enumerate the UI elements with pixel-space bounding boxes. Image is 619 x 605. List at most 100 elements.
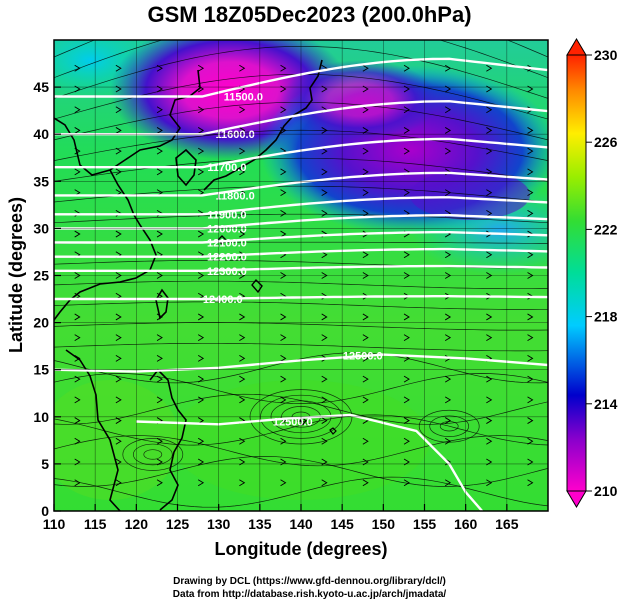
stream-arrow <box>527 251 534 259</box>
x-axis-title: Longitude (degrees) <box>214 539 387 559</box>
coast-taiwan <box>155 288 169 320</box>
stream-arrow <box>444 127 452 134</box>
x-axis-ticks: 110 115 120 125 130 135 140 145 150 155 160 165 <box>43 504 519 532</box>
stream-arrow <box>197 230 205 238</box>
stream-arrow <box>486 106 493 114</box>
stream-arrow <box>156 375 163 383</box>
coast-indochina <box>65 349 121 511</box>
stream-arrow <box>403 479 410 487</box>
stream-arrow <box>486 147 493 155</box>
stream-arrow <box>527 127 534 134</box>
field-cold-core-center <box>280 60 440 140</box>
colorbar-gradient <box>566 54 587 492</box>
y-tick-label: 35 <box>33 173 49 189</box>
x-tick-label: 160 <box>454 516 478 532</box>
stream-arrow <box>197 313 205 321</box>
colorbar-tick-label: 214 <box>594 396 618 412</box>
stream-eddy <box>122 438 184 471</box>
credit-line-data: Data from http://database.rish.kyoto-u.a… <box>172 589 447 600</box>
stream-arrow <box>197 147 205 155</box>
stream-arrow <box>486 417 493 424</box>
x-tick-label: 130 <box>207 516 231 532</box>
stream-arrow <box>403 106 410 114</box>
stream-eddy <box>439 421 459 432</box>
stream-arrow <box>486 437 493 445</box>
stream-arrow <box>239 437 246 445</box>
stream-arrow <box>362 209 369 217</box>
stream-arrow <box>527 147 534 155</box>
stream-arrow <box>444 417 452 424</box>
y-tick-label: 45 <box>33 79 49 95</box>
stream-arrow <box>403 334 410 342</box>
colorbar-top-arrow <box>566 38 587 56</box>
contour-label: 11900.0 <box>207 209 246 221</box>
stream-arrow <box>280 355 287 362</box>
stream-arrow <box>239 396 246 404</box>
stream-arrow <box>74 417 81 424</box>
stream-arrow <box>444 251 452 259</box>
stream-arrow <box>239 168 246 176</box>
contour-label: 12100.0 <box>207 238 247 250</box>
credit-line-drawing: Drawing by DCL (https://www.gfd-dennou.o… <box>173 576 446 587</box>
stream-arrow <box>362 334 369 342</box>
stream-arrow <box>280 209 287 217</box>
stream-arrow <box>115 230 122 238</box>
contour-label: 11600.0 <box>216 129 255 141</box>
stream-arrow <box>362 64 369 72</box>
stream-arrow <box>74 437 81 445</box>
field-cold-tongue <box>410 170 530 220</box>
stream-arrow <box>321 375 328 383</box>
stream-arrow <box>280 64 287 72</box>
stream-arrow <box>74 334 81 342</box>
stream-arrow <box>403 64 410 72</box>
stream-arrow <box>444 106 452 114</box>
stream-eddy <box>418 409 480 443</box>
stream-arrow <box>403 313 410 321</box>
stream-arrow <box>486 189 493 196</box>
colorbar-ticks: 230 226 222 218 214 210 <box>586 47 618 499</box>
stream-arrow <box>321 334 328 342</box>
stream-arrow <box>527 479 534 487</box>
stream-arrow <box>239 106 246 114</box>
stream-arrow <box>280 334 287 342</box>
stream-arrow <box>486 479 493 487</box>
field-warm-south <box>170 380 430 500</box>
contour-label: 11700.0 <box>207 162 246 174</box>
stream-arrow <box>486 313 493 321</box>
stream-arrow <box>115 168 122 176</box>
stream-arrow <box>239 375 246 383</box>
stream-arrow <box>74 64 81 72</box>
stream-arrow <box>74 375 81 383</box>
contour-labels: 11500.0 11600.0 11700.0 11800.0 11900.0 12000… <box>203 92 383 429</box>
stream-arrow <box>403 375 410 383</box>
stream-arrow <box>197 64 205 72</box>
map-grid <box>53 40 548 512</box>
y-axis-title: Latitude (degrees) <box>6 197 26 353</box>
contour-label: 12500.0 <box>273 417 313 429</box>
stream-arrow <box>527 375 534 383</box>
contour-label: 12200.0 <box>207 252 247 264</box>
coast-philippines <box>149 368 187 511</box>
stream-arrow <box>156 127 163 134</box>
stream-arrow <box>527 209 534 217</box>
stream-arrow <box>321 147 328 155</box>
stream-arrow <box>197 355 205 362</box>
y-tick-label: 0 <box>41 503 49 519</box>
stream-arrow <box>527 334 534 342</box>
stream-arrow <box>486 209 493 217</box>
stream-arrow <box>362 437 369 445</box>
contour-label: 12500.0 <box>343 351 383 363</box>
stream-arrow <box>362 375 369 383</box>
stream-arrow <box>486 127 493 134</box>
stream-arrow <box>362 147 369 155</box>
contour-label: 12400.0 <box>203 294 243 306</box>
stream-arrow <box>321 479 328 487</box>
stream-arrow <box>403 251 410 259</box>
credits: Drawing by DCL (https://www.gfd-dennou.o… <box>0 575 619 601</box>
stream-arrow <box>197 479 205 487</box>
stream-arrow <box>156 355 163 362</box>
stream-arrow <box>74 127 81 134</box>
stream-arrow <box>486 64 493 72</box>
y-tick-label: 5 <box>41 456 49 472</box>
